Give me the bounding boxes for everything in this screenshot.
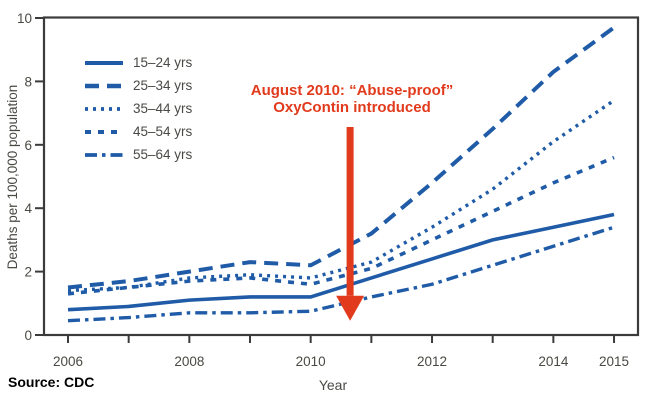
legend-item-25-34: 25–34 yrs <box>84 74 192 97</box>
legend-item-label: 45–54 yrs <box>133 124 193 139</box>
svg-text:0: 0 <box>24 328 32 343</box>
legend-item-35-44: 35–44 yrs <box>84 97 192 120</box>
legend: 15–24 yrs 25–34 yrs 35–44 yrs 45–54 yrs … <box>84 51 192 166</box>
series-line-0 <box>67 212 615 312</box>
axis-ticks <box>35 17 616 343</box>
dash-dot-line-style-icon <box>85 152 123 157</box>
svg-text:10: 10 <box>17 11 32 26</box>
solid-line-style-icon <box>85 60 123 65</box>
series-line-1 <box>67 25 616 290</box>
annotation-line-1: August 2010: “Abuse-proof” <box>250 82 454 99</box>
x-axis-title: Year <box>318 377 348 393</box>
svg-text:8: 8 <box>24 74 32 89</box>
annotation-line-2: OxyContin introduced <box>273 99 431 116</box>
axis-tick-labels: 0 2 4 6 8 10 2006 2008 2010 2012 2014 2015 <box>17 11 629 369</box>
svg-text:2015: 2015 <box>599 354 629 369</box>
svg-text:2012: 2012 <box>417 354 447 369</box>
legend-item-45-54: 45–54 yrs <box>84 120 192 143</box>
legend-item-label: 15–24 yrs <box>133 55 193 70</box>
svg-text:2: 2 <box>24 265 32 280</box>
svg-text:2008: 2008 <box>174 354 204 369</box>
down-arrow-icon <box>336 127 365 321</box>
annotation-oxycontin: August 2010: “Abuse-proof” OxyContin int… <box>227 82 477 116</box>
svg-text:2006: 2006 <box>53 354 83 369</box>
legend-item-55-64: 55–64 yrs <box>84 143 192 166</box>
y-axis-title: Deaths per 100,000 population <box>5 84 20 270</box>
series-line-4 <box>67 225 615 323</box>
svg-text:4: 4 <box>24 201 32 216</box>
legend-item-label: 55–64 yrs <box>133 147 193 162</box>
dotted-line-style-icon <box>85 106 123 111</box>
legend-item-label: 35–44 yrs <box>133 101 193 116</box>
svg-text:6: 6 <box>24 138 32 153</box>
series-line-3 <box>67 155 615 296</box>
legend-item-label: 25–34 yrs <box>133 78 193 93</box>
legend-item-15-24: 15–24 yrs <box>84 51 192 74</box>
short-dash-line-style-icon <box>85 129 123 134</box>
source-note: Source: CDC <box>8 374 95 390</box>
plot-frame <box>42 16 640 337</box>
svg-text:2010: 2010 <box>296 354 326 369</box>
long-dash-line-style-icon <box>85 83 123 88</box>
svg-text:2014: 2014 <box>538 354 569 369</box>
